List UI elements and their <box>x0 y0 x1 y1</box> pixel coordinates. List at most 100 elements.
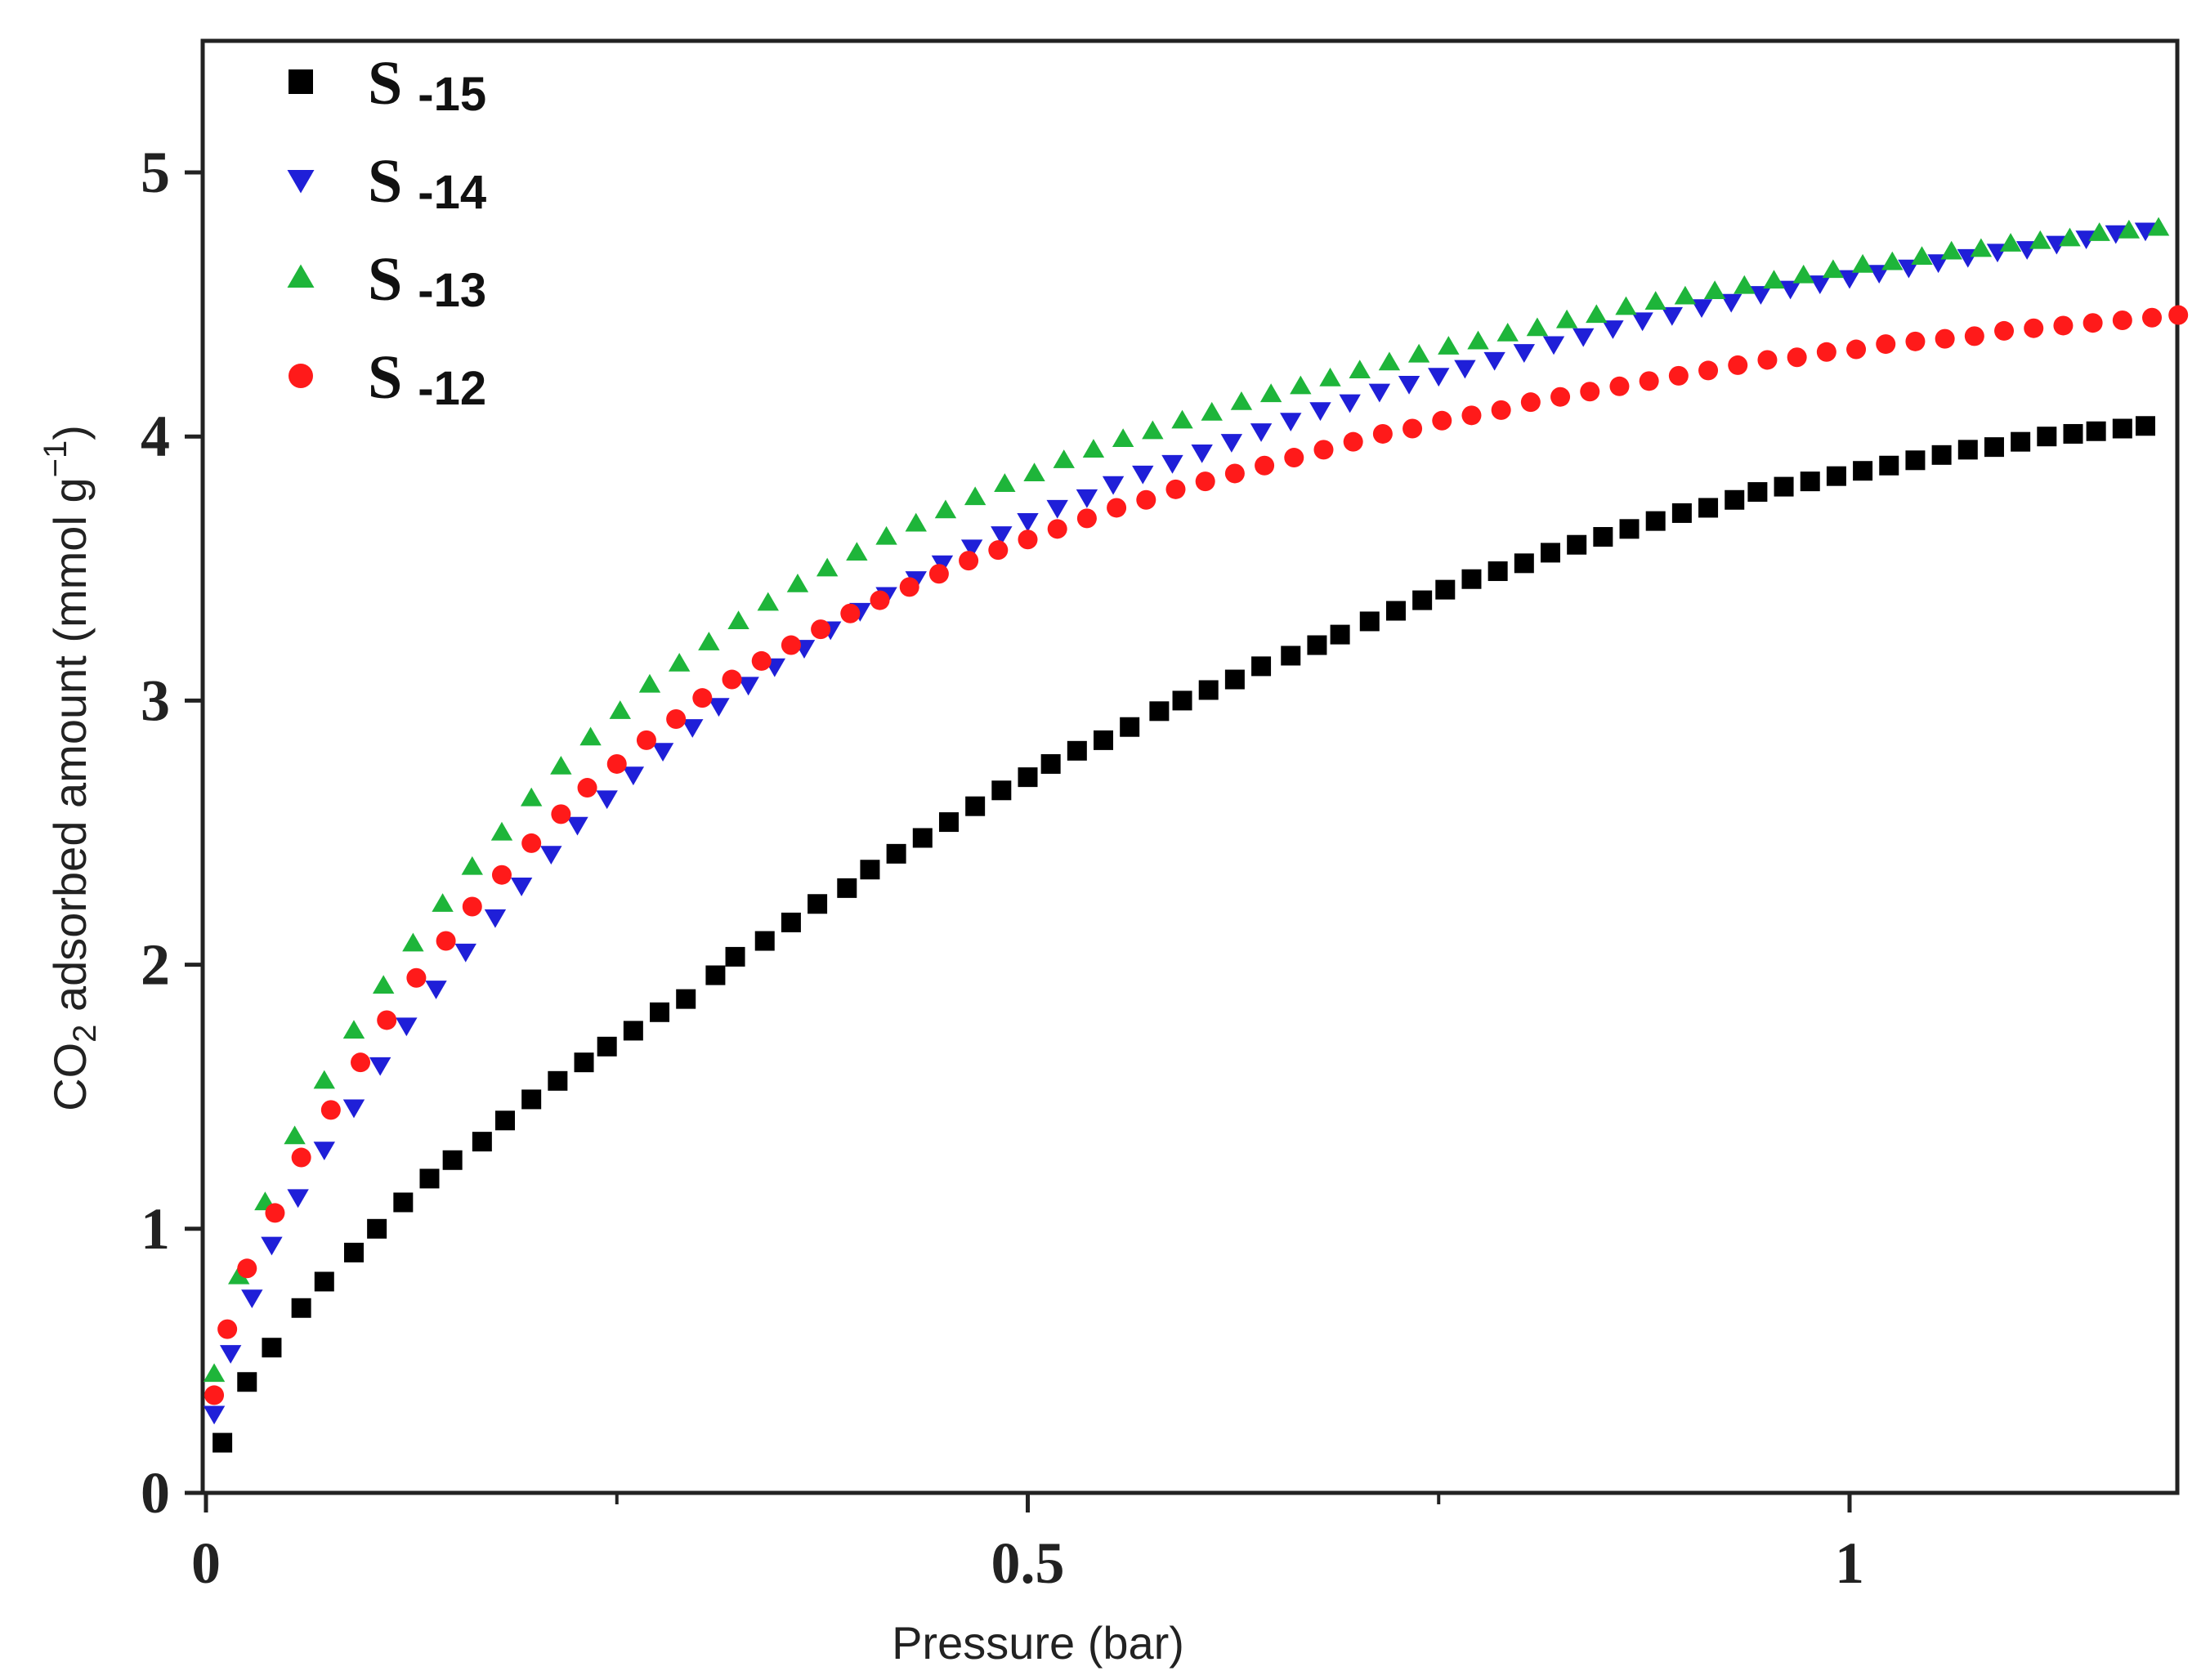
data-point <box>781 635 801 655</box>
data-point <box>960 539 983 559</box>
data-point <box>938 812 959 833</box>
data-point <box>1250 423 1273 442</box>
data-point <box>1728 355 1748 375</box>
data-point <box>1076 489 1098 508</box>
data-point <box>372 975 395 994</box>
data-point <box>1428 368 1450 387</box>
data-point <box>1082 439 1105 458</box>
data-point <box>994 473 1016 492</box>
data-point <box>1567 534 1587 555</box>
data-point <box>313 1142 335 1161</box>
series-12 <box>204 305 2189 1405</box>
data-point <box>262 1338 282 1358</box>
data-point <box>1040 753 1061 774</box>
data-point <box>2037 427 2057 447</box>
legend-label-letter: S <box>368 49 418 118</box>
data-point <box>436 931 456 951</box>
data-point <box>692 688 713 708</box>
data-point <box>905 512 927 532</box>
data-point <box>722 669 742 690</box>
data-point <box>342 1099 365 1119</box>
data-point <box>367 1218 387 1239</box>
data-point <box>1047 519 1067 539</box>
data-point <box>668 652 691 672</box>
data-point <box>1668 365 1689 386</box>
data-point <box>1467 330 1489 350</box>
data-point <box>1385 601 1406 621</box>
data-point <box>1851 253 1874 273</box>
series-13 <box>203 217 2170 1383</box>
data-point <box>1171 409 1193 429</box>
data-point <box>606 753 627 774</box>
data-point <box>2059 227 2081 247</box>
data-point <box>1149 701 1170 722</box>
data-point <box>540 846 562 865</box>
data-point <box>1514 553 1534 574</box>
data-point <box>1224 669 1245 690</box>
data-point <box>342 1020 365 1039</box>
data-point <box>1319 367 1341 386</box>
legend-marker <box>289 69 313 94</box>
data-point <box>2135 416 2155 436</box>
data-point <box>1720 293 1742 313</box>
data-point <box>1853 461 1873 481</box>
legend-label-letter: S <box>368 245 418 314</box>
x-axis: 0 0.5 1 <box>191 1493 1864 1596</box>
data-point <box>2142 307 2163 328</box>
legend-label: S -13 <box>368 245 486 317</box>
data-point <box>1017 513 1039 532</box>
data-point <box>1372 423 1393 444</box>
data-point <box>1999 233 2022 252</box>
data-point <box>2075 230 2097 249</box>
data-point <box>491 865 512 885</box>
x-tick-label: 0 <box>191 1530 221 1596</box>
data-point <box>1281 646 1301 666</box>
data-point <box>1513 344 1536 363</box>
data-point <box>1931 445 1952 465</box>
data-point <box>1792 264 1814 284</box>
legend-label-letter: S <box>368 343 418 412</box>
data-point <box>425 981 447 999</box>
y-title-prefix: CO <box>44 1043 96 1111</box>
data-point <box>1876 334 1896 355</box>
data-point <box>1572 328 1595 347</box>
data-point <box>1112 428 1134 448</box>
data-point <box>1644 291 1666 310</box>
data-point <box>1438 336 1460 355</box>
legend-label-number: -15 <box>418 68 486 121</box>
data-point <box>1349 360 1371 378</box>
data-point <box>402 932 424 952</box>
data-point <box>1378 351 1401 371</box>
data-point <box>217 1319 238 1339</box>
data-point <box>419 1168 440 1189</box>
x-axis-title: Pressure (bar) <box>892 1617 1184 1669</box>
data-point <box>1994 320 2015 341</box>
data-point <box>1905 450 1926 471</box>
data-point <box>1838 270 1861 289</box>
data-point <box>1172 690 1192 711</box>
data-point <box>1602 320 1624 339</box>
y-title-sup: −1 <box>38 440 74 478</box>
data-point <box>510 878 533 896</box>
data-point <box>1645 511 1666 531</box>
data-point <box>705 965 726 985</box>
data-point <box>609 700 631 719</box>
data-point <box>808 894 828 914</box>
data-point <box>725 946 745 967</box>
data-point <box>1330 624 1350 645</box>
y-tick-label: 3 <box>141 668 170 733</box>
data-point <box>1165 479 1186 499</box>
data-point <box>484 909 507 928</box>
data-point <box>928 564 949 584</box>
data-point <box>237 1258 257 1279</box>
data-point <box>241 1289 263 1309</box>
data-point <box>1615 296 1637 315</box>
data-point <box>636 730 656 750</box>
data-point <box>1432 410 1452 431</box>
data-point <box>550 756 572 775</box>
data-point <box>1750 286 1772 305</box>
y-tick-label: 4 <box>141 404 170 469</box>
data-point <box>1609 376 1630 396</box>
data-point <box>432 893 454 912</box>
